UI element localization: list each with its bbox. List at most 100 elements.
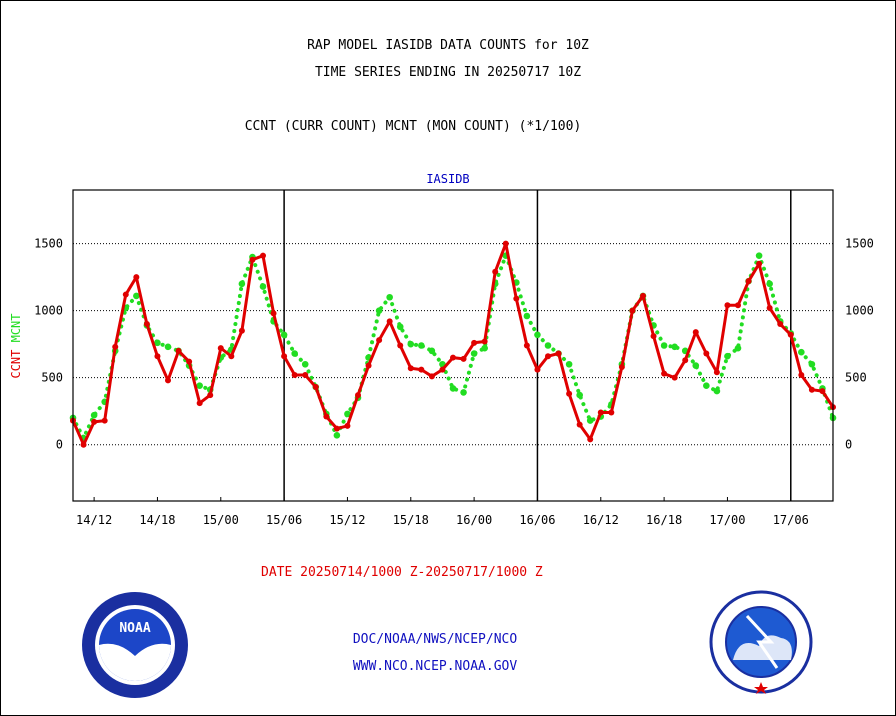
data-point-ccnt <box>418 366 425 373</box>
y-tick-label-right: 1500 <box>845 237 874 251</box>
data-point-ccnt <box>640 292 646 299</box>
data-point-ccnt <box>808 386 815 393</box>
data-point-mcnt <box>259 283 267 290</box>
y-axis-label-mcnt: MCNT <box>9 313 23 342</box>
data-point-ccnt <box>555 350 562 357</box>
data-point-ccnt <box>502 240 509 247</box>
y-tick-label-right: 0 <box>845 438 852 452</box>
noaa-logo: NOAA <box>82 592 188 698</box>
data-point-ccnt <box>819 388 826 395</box>
data-point-mcnt <box>565 360 573 368</box>
data-point-ccnt <box>766 304 773 311</box>
data-point-ccnt <box>112 343 119 350</box>
data-point-mcnt <box>333 432 341 439</box>
data-point-ccnt <box>270 310 277 317</box>
data-point-ccnt <box>154 353 161 360</box>
data-point-ccnt <box>80 441 87 448</box>
data-point-ccnt <box>671 374 678 381</box>
data-point-mcnt <box>470 350 478 357</box>
x-tick-label: 15/12 <box>329 513 365 527</box>
footer-url[interactable]: WWW.NCO.NCEP.NOAA.GOV <box>352 659 518 674</box>
data-point-ccnt <box>344 422 351 429</box>
data-point-mcnt <box>386 293 393 301</box>
data-point-ccnt <box>745 278 752 285</box>
data-point-mcnt <box>766 280 773 288</box>
data-point-ccnt <box>650 333 657 340</box>
data-point-mcnt <box>396 323 404 331</box>
y-axis-label-ccnt: CCNT <box>9 342 23 378</box>
data-point-ccnt <box>217 345 224 352</box>
x-tick-label: 17/00 <box>709 513 745 527</box>
data-point-ccnt <box>165 377 171 384</box>
data-point-ccnt <box>703 350 710 357</box>
data-point-ccnt <box>175 347 182 354</box>
data-point-ccnt <box>492 268 499 275</box>
nws-logo <box>709 590 813 694</box>
data-point-ccnt <box>661 370 668 377</box>
plot-title: IASIDB <box>426 172 470 186</box>
data-point-mcnt <box>291 350 298 357</box>
data-point-ccnt <box>196 400 203 407</box>
data-point-mcnt <box>713 387 721 395</box>
data-point-ccnt <box>682 357 689 364</box>
data-point-ccnt <box>439 366 446 373</box>
data-point-ccnt <box>735 302 741 309</box>
data-point-ccnt <box>207 392 214 399</box>
data-point-ccnt <box>323 413 330 420</box>
data-point-ccnt <box>428 373 435 380</box>
data-point-mcnt <box>523 312 531 320</box>
chart-title-line2: TIME SERIES ENDING IN 20250717 10Z <box>314 65 582 80</box>
data-point-mcnt <box>280 331 288 339</box>
x-tick-label: 16/18 <box>646 513 682 527</box>
noaa-logo-text: NOAA <box>119 621 150 636</box>
data-point-ccnt <box>566 390 573 397</box>
plot-area <box>72 189 834 502</box>
data-point-mcnt <box>734 344 742 352</box>
data-point-ccnt <box>133 274 140 281</box>
data-point-ccnt <box>386 318 393 325</box>
data-point-mcnt <box>660 342 668 349</box>
data-point-ccnt <box>545 353 551 360</box>
data-point-ccnt <box>249 256 256 263</box>
y-tick-label-left: 1500 <box>34 237 63 251</box>
x-tick-label: 14/18 <box>139 513 175 527</box>
data-point-ccnt <box>376 337 383 344</box>
data-point-ccnt <box>787 331 794 338</box>
data-point-mcnt <box>798 348 805 356</box>
data-point-ccnt <box>450 354 456 361</box>
data-point-ccnt <box>597 409 604 416</box>
data-point-ccnt <box>122 291 129 298</box>
data-point-mcnt <box>724 352 731 360</box>
footer-org: DOC/NOAA/NWS/NCEP/NCO <box>352 632 518 647</box>
data-point-mcnt <box>344 410 351 418</box>
y-tick-label-right: 1000 <box>845 304 874 318</box>
series-line-ccnt <box>71 242 835 447</box>
data-point-ccnt <box>460 355 467 362</box>
data-point-mcnt <box>808 360 816 368</box>
data-point-mcnt <box>301 360 309 368</box>
nws-star-icon <box>754 682 768 694</box>
x-tick-label: 16/06 <box>519 513 555 527</box>
axis-labels-layer: 0 0 500 500 1000 1000 1500 1500 14/12 14/18 15/00 1… <box>9 237 874 527</box>
data-point-mcnt <box>586 417 594 424</box>
data-point-mcnt <box>703 382 710 390</box>
x-tick-label: 14/12 <box>76 513 112 527</box>
data-point-ccnt <box>228 353 235 360</box>
data-point-ccnt <box>724 302 731 309</box>
data-point-ccnt <box>291 371 298 378</box>
data-point-ccnt <box>143 321 150 328</box>
x-tick-label: 15/00 <box>203 513 239 527</box>
data-point-mcnt <box>154 339 161 347</box>
data-point-mcnt <box>238 280 246 288</box>
data-point-ccnt <box>281 353 288 360</box>
data-point-ccnt <box>618 363 625 370</box>
data-point-ccnt <box>523 342 530 349</box>
data-point-mcnt <box>90 411 98 419</box>
data-point-mcnt <box>544 342 552 349</box>
y-tick-label-left: 500 <box>41 371 63 385</box>
data-point-mcnt <box>375 307 383 314</box>
data-point-ccnt <box>587 436 594 443</box>
data-point-ccnt <box>312 384 319 391</box>
noaa-bird-icon <box>99 643 171 681</box>
data-point-ccnt <box>798 371 805 378</box>
